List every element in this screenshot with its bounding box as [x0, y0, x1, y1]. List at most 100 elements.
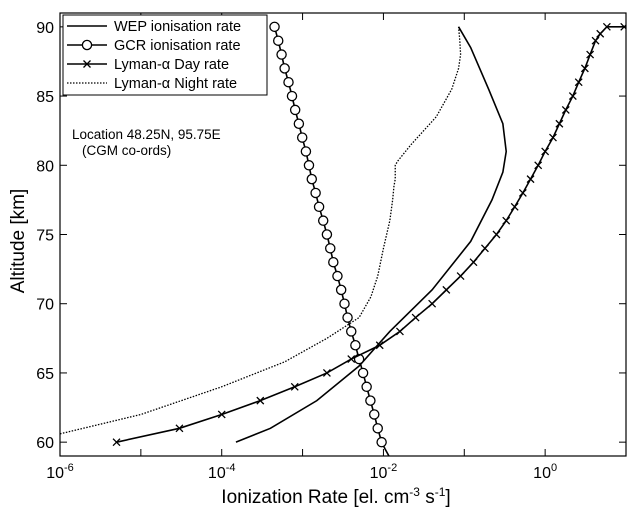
gcr-marker [361, 381, 372, 393]
lyman-day-marker [534, 161, 543, 170]
x-axis-label: Ionization Rate [el. cm-3 s-1] [221, 485, 450, 508]
lyman-day-marker [602, 22, 611, 31]
y-tick-label: 65 [36, 366, 54, 383]
gcr-marker [283, 76, 294, 88]
gcr-marker [350, 339, 361, 351]
x-tick-label: 100 [533, 462, 557, 482]
gcr-marker [376, 436, 387, 448]
gcr-marker [306, 173, 318, 185]
lyman-day-marker [510, 202, 519, 211]
gcr-marker [313, 201, 325, 213]
lyman-day-marker [442, 285, 451, 294]
y-axis-label: Altitude [km] [8, 189, 29, 294]
series-layer [60, 21, 626, 456]
gcr-marker [317, 215, 329, 226]
gcr-marker [328, 256, 339, 268]
x-tick-label: 10-6 [46, 462, 74, 482]
lyman-day-marker [555, 119, 564, 128]
lyman-day-marker [322, 368, 331, 377]
lyman-day-marker [411, 313, 420, 322]
gcr-marker [372, 423, 383, 434]
gcr-marker [269, 21, 280, 33]
gcr-marker [357, 367, 369, 379]
y-tick-label: 90 [36, 20, 54, 37]
gcr-marker [332, 270, 343, 282]
gcr-marker [335, 284, 347, 296]
gcr-marker [342, 312, 353, 323]
x-tick-exponent: -4 [226, 462, 236, 474]
lyman-day-marker [574, 78, 583, 87]
x-tick-base: 10 [370, 465, 388, 482]
gcr-marker [365, 395, 376, 406]
y-tick-label: 75 [36, 228, 54, 245]
lyman-day-marker [526, 175, 535, 184]
lyman-day-marker [375, 341, 384, 350]
gcr-marker [279, 63, 290, 74]
lyman-day-marker [518, 189, 527, 197]
gcr-marker [276, 49, 287, 60]
y-tick-label: 70 [36, 297, 54, 314]
lyman-day-marker [480, 244, 489, 253]
lyman-day-marker [290, 382, 299, 391]
legend-marker-circle [81, 39, 93, 51]
lyman-day-marker [456, 272, 465, 280]
y-tick-label: 80 [36, 158, 54, 175]
lyman-day-marker [428, 299, 437, 308]
lyman-day-marker [175, 424, 184, 433]
legend-box [62, 14, 268, 96]
location-text: Location 48.25N, 95.75E [72, 127, 221, 142]
y-tick-label: 60 [36, 435, 54, 452]
lyman-day-marker [256, 396, 265, 405]
lyman-day-marker [591, 36, 600, 45]
gcr-marker [339, 298, 350, 309]
legend: WEP ionisation rate GCR ionisation rate Ly… [62, 14, 268, 96]
gcr-marker [272, 35, 284, 46]
series-line-1 [273, 26, 390, 456]
gcr-marker [289, 104, 301, 116]
gcr-marker [346, 326, 357, 337]
lyman-day-marker [549, 133, 557, 142]
x-axis-label-mid: s [420, 487, 435, 508]
x-tick-base: 10 [533, 465, 551, 482]
lyman-day-marker [568, 92, 577, 101]
series-line-0 [235, 26, 508, 443]
gcr-marker [310, 187, 321, 199]
x-tick-exponent: 0 [551, 462, 557, 474]
lyman-day-marker [541, 147, 550, 156]
lyman-day-marker [347, 355, 356, 364]
x-axis-label-main: Ionization Rate [el. cm [221, 487, 409, 508]
lyman-day-marker [561, 105, 570, 114]
lyman-day-marker [469, 258, 478, 267]
legend-label-0: WEP ionisation rate [114, 19, 241, 35]
legend-marker-x [83, 60, 91, 68]
gcr-marker [325, 243, 336, 254]
x-axis-label-end: ] [445, 487, 450, 508]
lyman-day-marker [395, 327, 404, 336]
lyman-day-marker [596, 29, 605, 38]
gcr-marker [286, 90, 298, 102]
location-annotation: Location 48.25N, 95.75E(CGM co-ords) [72, 127, 221, 158]
gcr-marker [296, 132, 308, 143]
y-tick-label: 85 [36, 89, 54, 106]
legend-label-3: Lyman-α Night rate [114, 76, 237, 92]
lyman-day-marker [580, 64, 589, 73]
x-tick-base: 10 [46, 465, 64, 482]
legend-label-2: Lyman-α Day rate [114, 57, 229, 73]
gcr-marker [300, 146, 312, 157]
legend-label-1: GCR ionisation rate [114, 38, 241, 54]
gcr-marker [321, 229, 333, 240]
x-tick-exponent: -6 [64, 462, 74, 474]
x-tick-exponent: -2 [387, 462, 397, 474]
x-tick-base: 10 [208, 465, 226, 482]
series-line-3 [60, 26, 462, 435]
lyman-day-marker [586, 50, 595, 59]
lyman-day-marker [502, 216, 511, 225]
x-axis-label-sup2: -1 [435, 485, 446, 499]
gcr-marker [293, 118, 305, 130]
x-tick-label: 10-2 [370, 462, 398, 482]
gcr-marker [369, 409, 380, 420]
coords-text: (CGM co-ords) [82, 143, 171, 158]
gcr-marker [303, 160, 315, 171]
